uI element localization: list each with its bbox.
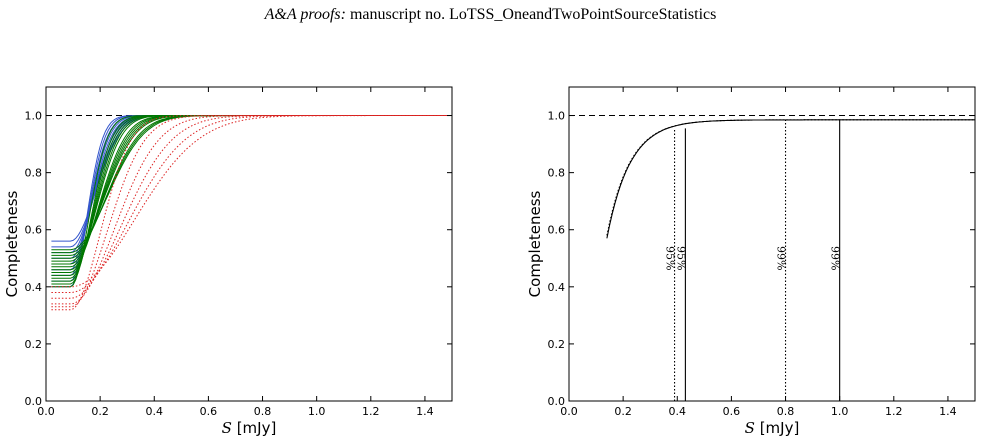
completeness-curve (51, 115, 452, 288)
completeness-curve (51, 115, 452, 288)
x-tick-label: 0.2 (614, 405, 632, 418)
x-tick-label: 1.2 (885, 405, 903, 418)
x-tick-label: 0.2 (91, 405, 109, 418)
completeness-curve (51, 115, 452, 288)
x-tick-label: 0.0 (37, 405, 55, 418)
x-tick-label: 1.2 (362, 405, 380, 418)
completeness-curve (606, 119, 975, 236)
completeness-curve (51, 115, 452, 293)
y-tick-label: 0.4 (25, 281, 43, 294)
threshold-label: 95% (674, 246, 687, 270)
completeness-curve (606, 119, 975, 239)
x-tick-label: 0.4 (669, 405, 687, 418)
completeness-curve (51, 115, 452, 311)
panel-right: 95%95% 99% 99% 0.0 0.2 0.4 0.6 0.8 1.0 1.2 1.4 0.0 0… (526, 86, 976, 437)
x-tick-label: 1.4 (416, 405, 434, 418)
x-tick-label: 0.4 (146, 405, 164, 418)
axes-frame (568, 86, 976, 402)
y-tick-label: 0.8 (25, 167, 43, 180)
journal-name: A&A proofs: (264, 6, 346, 23)
x-tick-label: 1.4 (939, 405, 957, 418)
x-tick-label: 0.6 (723, 405, 741, 418)
plot-area (46, 115, 452, 311)
y-axis-label: Completeness (3, 190, 21, 297)
x-tick-label: 0.8 (254, 405, 272, 418)
y-tick-label: 0.4 (548, 281, 566, 294)
x-tick-label: 0.8 (777, 405, 795, 418)
plot-area (569, 115, 975, 401)
axes-frame (45, 86, 453, 402)
x-tick-label: 1.0 (308, 405, 326, 418)
x-tick-label: 1.0 (831, 405, 849, 418)
threshold-label: 99% (829, 246, 842, 270)
threshold-label: 95% (664, 246, 677, 270)
x-tick-label: 0.6 (200, 405, 218, 418)
y-tick-label: 0.0 (548, 395, 566, 408)
y-tick-label: 1.0 (25, 110, 43, 123)
threshold-label: 99% (775, 246, 788, 270)
y-tick-label: 1.0 (548, 110, 566, 123)
x-axis-label: S [mJy] (745, 419, 800, 437)
y-tick-label: 0.2 (25, 338, 43, 351)
panel-left: 0.0 0.2 0.4 0.6 0.8 1.0 1.2 1.4 0.0 0.2 0.4 0.6 0.8 1… (3, 86, 453, 437)
y-tick-label: 0.6 (548, 224, 566, 237)
x-tick-label: 0.0 (560, 405, 578, 418)
y-tick-label: 0.0 (25, 395, 43, 408)
manuscript-id: manuscript no. LoTSS_OneandTwoPointSourc… (345, 6, 717, 23)
y-tick-label: 0.8 (548, 167, 566, 180)
running-header: A&A proofs: manuscript no. LoTSS_OneandT… (0, 6, 981, 24)
y-tick-label: 0.2 (548, 338, 566, 351)
y-axis-label: Completeness (526, 190, 544, 297)
x-axis-label: S [mJy] (222, 419, 277, 437)
y-tick-label: 0.6 (25, 224, 43, 237)
